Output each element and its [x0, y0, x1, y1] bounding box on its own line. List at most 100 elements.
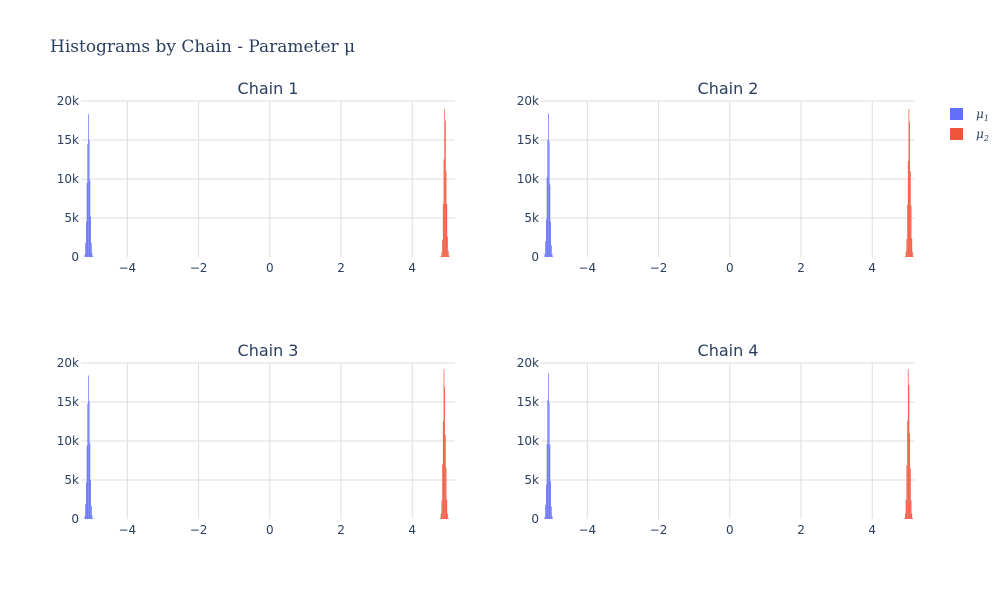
histogram-bar	[910, 205, 912, 257]
histogram-bar	[550, 221, 551, 257]
histogram-bar	[91, 253, 93, 257]
histogram-bar	[548, 373, 549, 519]
histogram-bar	[85, 221, 87, 257]
histogram-bar	[910, 500, 912, 519]
legend-label-base: μ	[976, 127, 984, 141]
histogram-bar	[912, 251, 913, 257]
histogram-bar	[907, 161, 909, 257]
legend-label-subscript: 1	[984, 114, 989, 123]
series-μ1	[84, 114, 94, 257]
histogram-bar	[90, 216, 91, 257]
subplot-title: Chain 2	[698, 79, 759, 98]
histogram-bar	[909, 433, 911, 519]
series-μ1	[84, 375, 94, 519]
histogram-bar	[547, 399, 549, 519]
y-tick-label: 5k	[524, 211, 539, 225]
histogram-bar	[546, 177, 548, 257]
histogram-bar	[89, 180, 91, 257]
histogram-bar	[550, 481, 551, 519]
legend-label: μ2	[976, 127, 989, 143]
x-tick-label: 0	[726, 261, 734, 275]
series-μ2	[440, 108, 450, 257]
histogram-bar	[84, 254, 86, 257]
x-tick-label: 4	[868, 523, 876, 537]
x-tick-label: 4	[408, 523, 416, 537]
histogram-bar	[440, 513, 442, 519]
histogram-bar	[545, 504, 546, 519]
histogram-bar	[906, 239, 908, 257]
histogram-bar	[906, 465, 908, 519]
histogram-bar	[551, 515, 553, 519]
histogram-bar	[908, 108, 910, 257]
x-tick-label: 2	[797, 261, 805, 275]
histogram-bar	[912, 255, 914, 257]
histogram-bar	[445, 120, 446, 257]
legend-item-μ2[interactable]: μ2	[950, 127, 989, 143]
histogram-bar	[548, 402, 550, 519]
histogram-bar	[444, 386, 446, 519]
histogram-bar	[91, 515, 93, 519]
histogram-bar	[446, 203, 448, 257]
histogram-bar	[549, 184, 551, 257]
histogram-bar	[910, 171, 911, 257]
histogram-bar	[92, 518, 94, 519]
legend-item-μ1[interactable]: μ1	[950, 107, 989, 123]
histogram-bar	[90, 505, 92, 519]
x-tick-label: 0	[266, 261, 274, 275]
legend-label-base: μ	[976, 107, 984, 121]
y-tick-label: 15k	[517, 133, 539, 147]
histogram-bar	[544, 253, 546, 257]
histogram-bar	[910, 468, 911, 519]
subplot-chain-1: Chain 1 0 5k 10k 15k 20k −4 −2 0 2 4	[57, 79, 455, 275]
subplot-chain-2: Chain 2 0 5k 10k 15k 20k −4 −2 0 2 4	[517, 79, 915, 275]
y-tick-label: 20k	[57, 356, 79, 370]
figure-title: Histograms by Chain - Parameter μ	[50, 37, 355, 57]
y-tick-label: 15k	[57, 133, 79, 147]
histogram-bar	[907, 420, 908, 519]
series-μ2	[440, 369, 449, 519]
histogram-bar	[90, 242, 92, 257]
x-tick-label: 0	[726, 523, 734, 537]
subplot-title: Chain 3	[238, 341, 299, 360]
histogram-bar	[545, 241, 546, 257]
histogram-bar	[85, 504, 86, 519]
x-tick-label: −4	[118, 261, 136, 275]
histogram-bar	[85, 242, 86, 257]
histogram-bar	[442, 239, 443, 257]
series-μ1	[544, 113, 554, 257]
histogram-bar	[549, 444, 551, 519]
y-tick-label: 15k	[517, 395, 539, 409]
x-tick-label: 0	[266, 523, 274, 537]
histogram-bar	[552, 518, 554, 519]
x-tick-label: −4	[578, 523, 596, 537]
histogram-bar	[87, 143, 89, 257]
x-tick-label: −2	[190, 523, 208, 537]
histogram-bar	[86, 182, 88, 257]
histogram-bar	[544, 516, 546, 519]
histogram-bar	[550, 506, 552, 519]
histogram-bar	[85, 482, 87, 519]
histogram-bar	[86, 445, 88, 519]
histogram-bar	[546, 444, 548, 519]
histogram-bar	[441, 500, 443, 519]
y-tick-label: 5k	[64, 473, 79, 487]
series-μ2	[904, 369, 913, 519]
histogram-bar	[448, 255, 450, 257]
x-tick-label: 2	[337, 523, 345, 537]
y-tick-label: 5k	[64, 211, 79, 225]
legend-swatch	[950, 108, 963, 120]
histogram-bar	[447, 513, 448, 519]
x-tick-label: 2	[797, 523, 805, 537]
series-μ1	[544, 373, 554, 519]
y-tick-label: 5k	[524, 473, 539, 487]
x-tick-label: 4	[408, 261, 416, 275]
y-tick-label: 0	[71, 250, 79, 264]
y-tick-label: 20k	[517, 356, 539, 370]
histogram-bar	[909, 122, 911, 257]
x-tick-label: 2	[337, 261, 345, 275]
legend-label-subscript: 2	[983, 134, 989, 143]
histogram-bar	[908, 384, 910, 519]
histogram-bar	[551, 253, 553, 257]
